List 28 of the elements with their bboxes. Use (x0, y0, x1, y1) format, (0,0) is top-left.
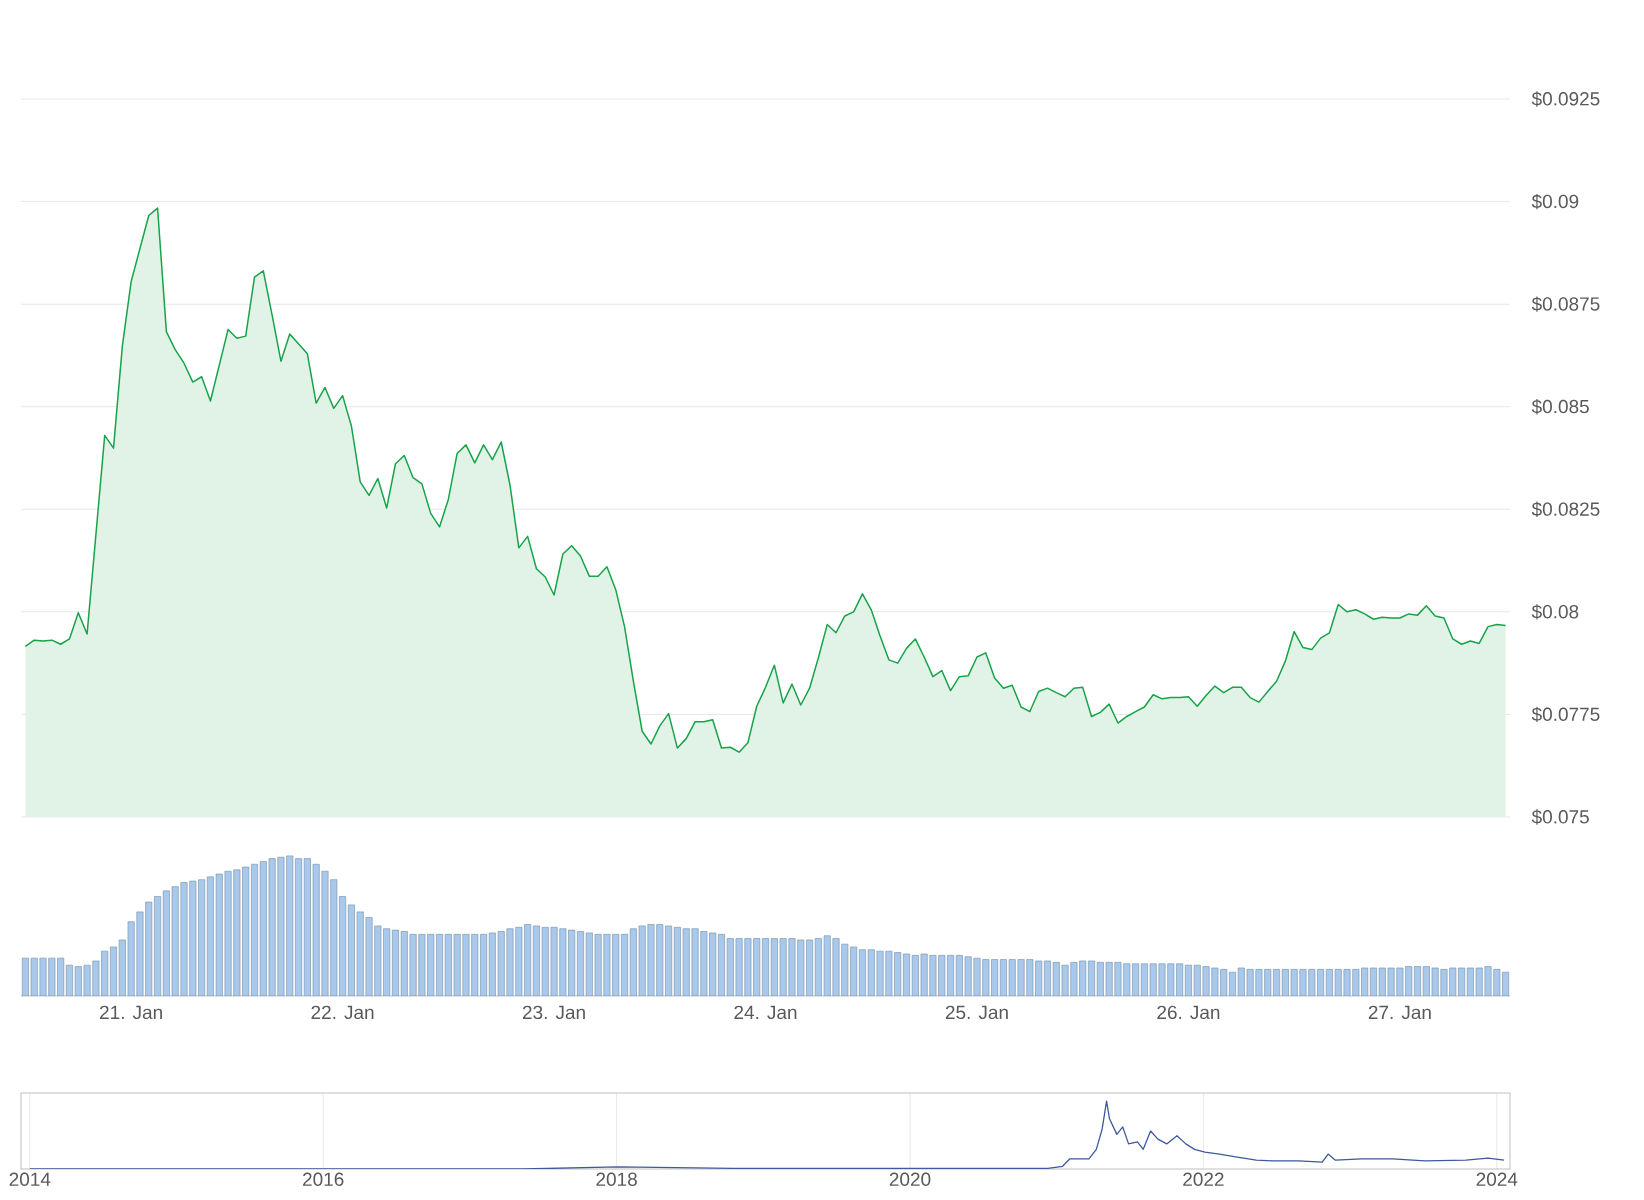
bar (1158, 963, 1166, 996)
x-tick-label: 2018 (596, 1172, 637, 1186)
x-tick-label: 27. Jan (1368, 1005, 1431, 1020)
y-tick-label: $0.0875 (1531, 296, 1600, 312)
bar (1484, 966, 1492, 996)
x-tick-label: 2016 (303, 1172, 344, 1186)
x-tick-label: 21. Jan (100, 1005, 162, 1020)
x-tick-label: 24. Jan (734, 1005, 797, 1020)
x-tick-label: 23. Jan (522, 1005, 585, 1020)
x-tick-label: 26. Jan (1157, 1005, 1220, 1020)
x-tick-label: 2024 (1476, 1172, 1518, 1186)
bar (647, 924, 655, 996)
y-tick-label: $0.09 (1531, 193, 1579, 210)
x-tick-label: 2014 (9, 1172, 51, 1186)
y-tick-label: $0.0825 (1531, 501, 1600, 517)
bar (832, 938, 840, 996)
y-tick-label: $0.0925 (1531, 91, 1600, 107)
y-tick-label: $0.075 (1531, 809, 1589, 825)
y-tick-label: $0.0775 (1531, 706, 1600, 723)
x-tick-label: 2022 (1183, 1172, 1224, 1186)
bar (973, 957, 981, 996)
x-tick-label: 25. Jan (945, 1005, 1008, 1020)
x-tick-label: 22. Jan (311, 1005, 374, 1020)
bar (180, 882, 188, 996)
x-tick-label: 2020 (889, 1172, 931, 1186)
y-tick-label: $0.085 (1531, 399, 1589, 415)
y-tick-label: $0.08 (1531, 604, 1579, 620)
bar (506, 928, 514, 996)
